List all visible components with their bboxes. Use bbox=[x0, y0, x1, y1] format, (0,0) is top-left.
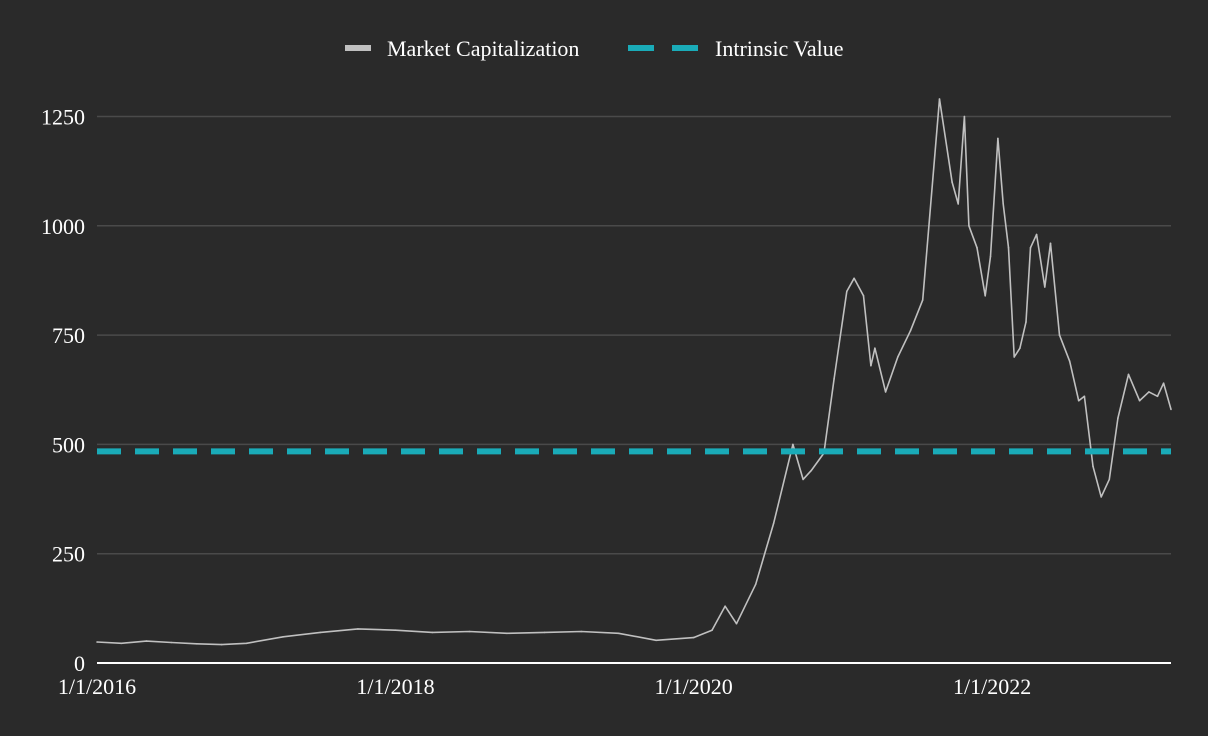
series-point bbox=[897, 356, 899, 358]
series-point bbox=[711, 629, 713, 631]
series-point bbox=[96, 641, 98, 643]
series-point bbox=[1007, 246, 1010, 249]
series-point bbox=[853, 277, 855, 280]
series-point bbox=[1077, 399, 1080, 402]
series-point bbox=[1083, 395, 1086, 398]
x-tick-label: 1/1/2022 bbox=[953, 674, 1031, 699]
series-point bbox=[1156, 395, 1159, 398]
series-point bbox=[833, 378, 835, 380]
series-line-market-capitalization bbox=[96, 98, 1172, 646]
legend-item: Market Capitalization bbox=[345, 36, 579, 61]
series-point bbox=[772, 522, 775, 524]
series-point bbox=[802, 478, 804, 481]
legend: Market Capitalization Intrinsic Value bbox=[345, 36, 844, 61]
series-point bbox=[997, 137, 999, 140]
legend-item: Intrinsic Value bbox=[628, 36, 844, 61]
grid-lines bbox=[97, 115, 1171, 555]
series-point bbox=[963, 115, 966, 118]
series-point bbox=[1035, 233, 1038, 236]
series-point bbox=[1092, 465, 1094, 468]
series-point bbox=[846, 290, 848, 293]
series-point bbox=[245, 642, 248, 645]
series-point bbox=[468, 630, 471, 633]
series-point bbox=[1148, 391, 1150, 393]
series-point bbox=[580, 630, 583, 633]
y-tick-label: 500 bbox=[52, 432, 85, 457]
series-point bbox=[1162, 382, 1165, 385]
series-point bbox=[1170, 408, 1172, 411]
series-point bbox=[1049, 242, 1052, 245]
series-point bbox=[1068, 360, 1071, 363]
x-tick-label: 1/1/2018 bbox=[356, 674, 434, 699]
series-point bbox=[145, 640, 148, 642]
series-point bbox=[431, 631, 434, 634]
series-point bbox=[617, 632, 620, 635]
x-tick-label: 1/1/2016 bbox=[58, 674, 136, 699]
series-point bbox=[884, 391, 887, 393]
series-point bbox=[870, 364, 872, 367]
series-point bbox=[120, 642, 123, 645]
series-point bbox=[1127, 373, 1130, 376]
series-point bbox=[938, 98, 941, 100]
series-point bbox=[989, 255, 992, 258]
series-point bbox=[1117, 417, 1119, 420]
series-point bbox=[220, 643, 223, 646]
series-point bbox=[862, 295, 865, 297]
series-point bbox=[1029, 246, 1032, 249]
series-point bbox=[735, 622, 738, 625]
x-tick-label: 1/1/2020 bbox=[655, 674, 733, 699]
series-point bbox=[357, 628, 359, 630]
y-tick-label: 1250 bbox=[41, 105, 85, 130]
series-point bbox=[1002, 203, 1004, 205]
axes: 0 250 500 750 1000 1250 1/1/2016 1/1/2018 1/1/20… bbox=[41, 105, 1171, 699]
legend-label: Intrinsic Value bbox=[715, 36, 844, 61]
series-point bbox=[170, 641, 173, 644]
y-tick-label: 1000 bbox=[41, 214, 85, 239]
series-point bbox=[921, 299, 924, 301]
series-point bbox=[810, 469, 812, 472]
series-point bbox=[655, 639, 657, 642]
series-point bbox=[1108, 478, 1111, 481]
series-point bbox=[195, 643, 198, 645]
series-point bbox=[1138, 399, 1141, 402]
series-point bbox=[506, 632, 508, 635]
series-point bbox=[1100, 496, 1102, 498]
series-point bbox=[874, 347, 876, 350]
series-point bbox=[968, 225, 970, 227]
series-point bbox=[909, 329, 912, 332]
series-point bbox=[724, 605, 726, 607]
series-point bbox=[282, 636, 285, 638]
series-point bbox=[957, 203, 959, 205]
series-point bbox=[319, 631, 322, 634]
series-point bbox=[754, 583, 757, 586]
y-tick-label: 250 bbox=[52, 542, 85, 567]
series-point bbox=[951, 181, 953, 183]
series-point bbox=[1019, 347, 1021, 350]
series-point bbox=[976, 246, 978, 249]
series-point bbox=[792, 443, 794, 446]
series-layer bbox=[96, 98, 1172, 646]
y-tick-label: 0 bbox=[74, 651, 85, 676]
series-point bbox=[692, 636, 695, 639]
legend-label: Market Capitalization bbox=[387, 36, 579, 61]
series-point bbox=[984, 295, 986, 297]
y-tick-label: 750 bbox=[52, 323, 85, 348]
series-point bbox=[1058, 334, 1061, 336]
series-point bbox=[394, 629, 397, 631]
series-point bbox=[1013, 356, 1015, 358]
series-point bbox=[1044, 286, 1046, 288]
series-point bbox=[543, 631, 546, 634]
series-point bbox=[1025, 321, 1027, 323]
